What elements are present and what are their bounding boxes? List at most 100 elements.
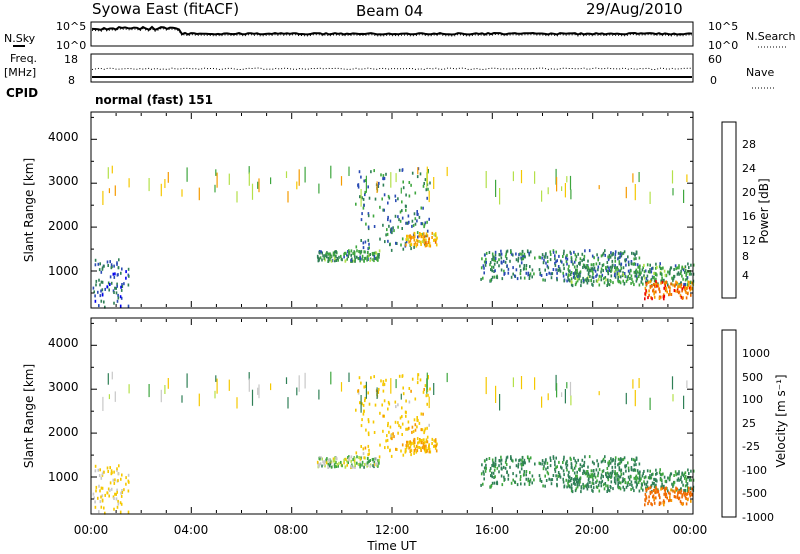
velocity-cell-4 (597, 462, 600, 466)
velocity-cell-4 (567, 473, 570, 477)
power-cell-4 (521, 254, 524, 258)
velocity-cell-6 (675, 486, 677, 490)
power-streak (248, 166, 250, 175)
power-cell-5 (649, 270, 651, 274)
power-cell-1 (338, 255, 340, 259)
velocity-cell-4 (500, 462, 503, 466)
velocity-cell-0 (112, 495, 115, 499)
power-streak (555, 168, 557, 185)
power-cell-3 (435, 234, 437, 238)
velocity-cell-4 (510, 456, 512, 460)
velocity-cell-5 (634, 480, 636, 484)
velocity-cell-5 (662, 472, 664, 476)
velocity-cell-4 (565, 478, 568, 482)
power-cell-0 (99, 262, 101, 266)
velocity-cell-5 (582, 469, 585, 473)
velocity-cell-5 (653, 477, 655, 481)
velocity-cell-6 (644, 498, 646, 502)
power-cell-0 (114, 272, 116, 276)
power-cell-5 (580, 284, 582, 288)
velocity-streak (258, 384, 260, 399)
velocity-cell-5 (663, 475, 666, 479)
velocity-cell-5 (681, 480, 683, 484)
power-cell-5 (672, 278, 674, 282)
power-cell-1 (359, 255, 361, 259)
velocity-cell-5 (667, 489, 669, 493)
velocity-cell-4 (562, 477, 564, 481)
power-cell-2 (363, 179, 365, 183)
velocity-streak (186, 373, 188, 388)
power-cell-5 (575, 274, 578, 278)
power-cell-4 (529, 250, 532, 254)
power-cell-5 (577, 273, 580, 277)
power-cell-4 (566, 257, 569, 261)
power-cell-1 (319, 251, 321, 255)
velocity-cell-0 (106, 466, 109, 470)
velocity-cell-4 (538, 474, 541, 478)
power-cell-5 (642, 266, 644, 270)
power-cell-4 (515, 268, 518, 272)
power-cell-2 (402, 180, 404, 184)
power-cell-2 (405, 240, 408, 244)
power-cell-1 (327, 252, 330, 256)
power-cell-1 (347, 255, 349, 259)
velocity-cell-6 (674, 489, 676, 493)
velocity-cell-5 (603, 487, 606, 491)
power-cell-4 (546, 255, 549, 259)
power-cell-4 (518, 253, 520, 257)
power-cell-2 (410, 247, 412, 251)
power-cell-2 (413, 212, 416, 216)
power-streak (111, 165, 113, 174)
velocity-cell-2 (382, 429, 384, 433)
velocity-cell-2 (374, 403, 377, 407)
velocity-streak (390, 378, 392, 394)
velocity-cell-0 (98, 510, 100, 514)
power-cell-1 (358, 250, 360, 253)
velocity-cell-5 (635, 474, 638, 478)
power-cell-4 (638, 256, 641, 260)
power-cell-4 (638, 271, 641, 275)
power-cell-5 (573, 265, 576, 269)
noise-search-line (91, 27, 693, 37)
velocity-cell-6 (670, 488, 672, 492)
velocity-cell-4 (606, 467, 609, 470)
power-cell-2 (391, 231, 393, 235)
velocity-cell-5 (650, 476, 653, 480)
velocity-cell-2 (367, 433, 370, 437)
power-cell-3 (433, 233, 435, 237)
velocity-cell-4 (494, 475, 496, 479)
power-cell-0 (121, 267, 123, 271)
velocity-cell-0 (94, 505, 97, 509)
power-cell-1 (358, 257, 360, 260)
power-cell-6 (681, 296, 684, 300)
power-cell-4 (495, 275, 498, 279)
velocity-cell-4 (573, 480, 576, 484)
power-cell-4 (622, 251, 625, 255)
power-cell-2 (364, 240, 367, 244)
velocity-cell-4 (577, 458, 579, 462)
velocity-cell-2 (372, 420, 375, 424)
velocity-cell-4 (550, 482, 553, 486)
velocity-cell-4 (523, 461, 525, 465)
power-cell-4 (491, 252, 494, 256)
power-cell-4 (545, 261, 547, 265)
power-cell-4 (521, 250, 524, 254)
power-cell-6 (670, 293, 673, 296)
power-cell-1 (332, 251, 335, 255)
power-cell-4 (483, 271, 485, 275)
power-cell-3 (428, 237, 430, 241)
power-cell-2 (362, 246, 365, 250)
power-cell-5 (678, 266, 680, 270)
power-cell-1 (368, 253, 370, 257)
velocity-cell-3 (423, 441, 426, 445)
power-cell-0 (92, 286, 95, 290)
power-cell-1 (321, 258, 323, 262)
velocity-cell-6 (645, 488, 647, 492)
power-panel-frame (90, 111, 694, 309)
power-cell-2 (395, 241, 397, 245)
power-cell-5 (684, 282, 686, 286)
velocity-cell-5 (624, 480, 627, 484)
power-streak (304, 166, 306, 183)
velocity-cell-2 (378, 387, 380, 391)
velocity-cell-4 (570, 463, 573, 467)
